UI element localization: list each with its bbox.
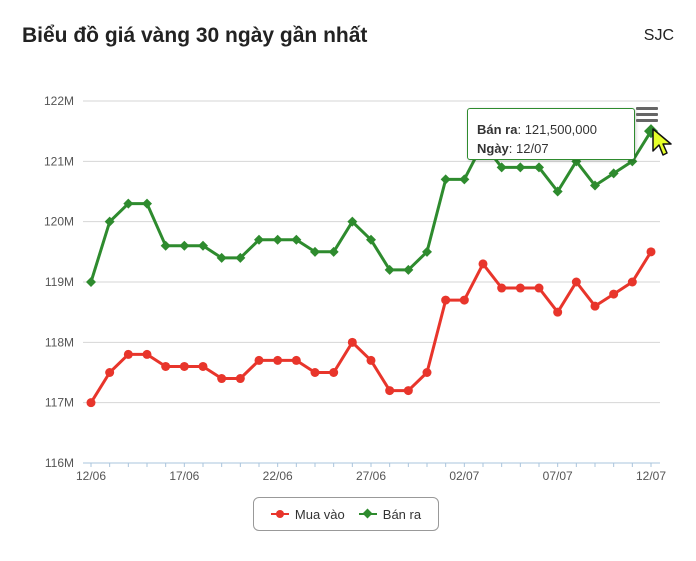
tooltip-series-label: Bán ra [477,122,518,137]
legend-item-sell[interactable]: Bán ra [358,506,422,522]
data-point [347,337,357,347]
page-title: Biểu đồ giá vàng 30 ngày gần nhất [22,24,368,47]
legend-sell-label: Bán ra [382,506,422,522]
data-point [123,349,133,359]
data-point [515,162,526,173]
brand-label: SJC [643,27,674,44]
x-tick-label: 22/06 [263,469,293,483]
data-point [217,374,227,384]
data-point [86,398,96,408]
y-tick-label: 122M [44,94,74,108]
legend-sell-marker-icon [358,508,377,519]
price-line-chart[interactable]: 116M 117M 118M 119M 120M 121M 122M 12/06 17/06 22… [0,0,696,490]
data-point [310,368,320,377]
data-point [403,264,414,275]
data-point [273,355,283,365]
legend-buy-marker-icon [270,509,289,519]
data-point [328,246,339,257]
data-point [291,355,301,365]
data-point [366,355,376,365]
data-point [553,307,563,317]
data-point [440,174,451,185]
data-point [422,246,432,257]
data-point [422,368,432,377]
series-buy [86,247,656,408]
data-point [385,386,395,396]
y-tick-label: 121M [44,154,74,168]
y-tick-label: 118M [45,335,74,349]
x-tick-label: 07/07 [543,469,573,483]
data-point [347,216,358,227]
tooltip-series-value: : 121,500,000 [517,122,597,137]
data-point [441,295,451,305]
data-point [384,264,395,275]
tooltip-date-value: : 12/07 [508,141,549,156]
data-point [329,368,339,377]
data-point [609,289,619,299]
data-point [403,386,413,396]
data-point [105,368,115,377]
x-tick-label: 27/06 [356,469,386,483]
data-point [198,361,208,371]
data-point [534,162,544,173]
data-point [142,349,152,359]
y-tick-label: 117M [45,396,74,410]
data-point [478,259,488,269]
chart-legend: Mua vào Bán ra [253,497,439,531]
pointer-cursor-icon [652,128,672,156]
data-point [86,277,96,287]
data-point [646,247,656,257]
data-point [216,252,227,263]
tooltip-date-label: Ngày [477,141,509,156]
chart-tooltip: Bán ra: 121,500,000 Ngày: 12/07 [467,108,635,160]
legend-buy-label: Mua vào [294,506,345,522]
y-tick-label: 120M [44,215,74,229]
data-point [104,216,115,227]
data-point [123,198,134,209]
data-point [198,240,208,251]
data-point [254,355,264,365]
data-point [590,180,600,191]
data-point [459,174,470,185]
x-tick-label: 12/07 [636,469,666,483]
data-point [627,277,637,287]
series-sell [86,124,658,287]
data-point [272,234,283,245]
data-point [235,374,245,384]
x-tick-label: 12/06 [76,469,106,483]
y-tick-label: 119M [45,275,74,289]
data-point [590,301,600,311]
data-point [179,240,190,251]
data-point [534,283,544,293]
data-point [608,168,619,179]
series-line [89,250,653,405]
legend-item-buy[interactable]: Mua vào [270,506,345,522]
data-point [496,162,507,173]
data-point [366,234,376,245]
x-tick-label: 02/07 [449,469,479,483]
data-point [291,234,302,245]
data-point [459,295,469,305]
data-point [552,186,563,197]
data-point [161,361,171,371]
data-point [310,246,320,257]
data-point [235,252,246,263]
data-point [571,277,581,287]
data-point [497,283,507,293]
x-tick-label: 17/06 [169,469,199,483]
data-point [515,283,525,293]
data-point [160,240,171,251]
data-point [142,198,152,209]
data-point [254,234,264,245]
y-tick-label: 116M [45,456,74,470]
hamburger-menu-icon[interactable] [636,107,658,125]
data-point [179,361,189,371]
